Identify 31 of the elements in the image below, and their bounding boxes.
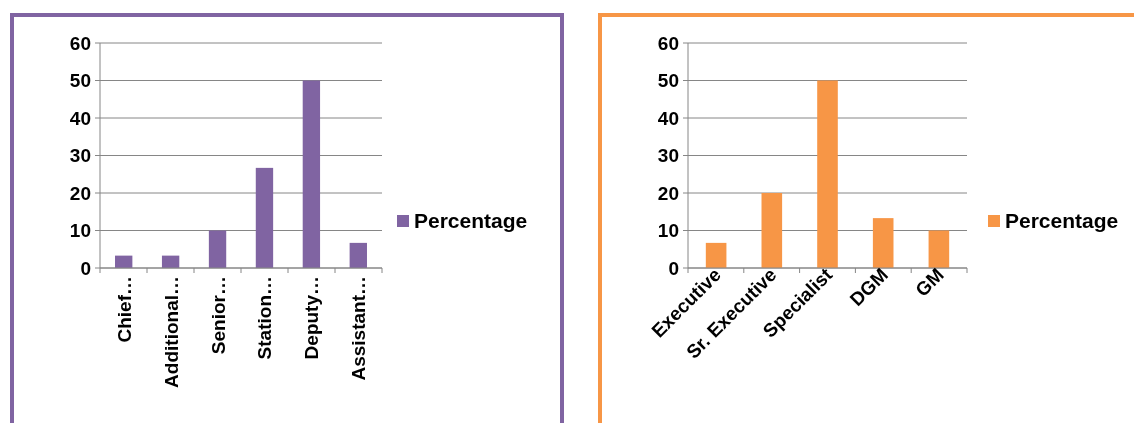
y-tick-label: 50 [657,70,679,92]
y-tick-label: 30 [657,145,679,167]
y-tick-label: 10 [69,220,91,242]
x-tick-label: GM [911,263,948,301]
y-tick-label: 20 [657,182,679,204]
bar [761,193,783,268]
y-tick-label: 60 [657,32,679,54]
x-tick-label: Additional… [160,276,182,388]
y-tick-label: 60 [69,32,91,54]
bar [705,242,727,268]
bar [872,218,894,268]
x-tick-label: Senior… [207,276,229,355]
y-tick-label: 50 [69,70,91,92]
bar [255,167,274,268]
x-tick-label: Assistant… [348,276,370,381]
legend-label: Percentage [1005,209,1119,233]
x-tick-label: Station… [254,276,276,360]
y-tick-label: 0 [80,257,91,279]
bar [817,80,838,268]
bar [302,80,321,268]
bar [928,230,950,268]
x-tick-label: Deputy… [301,276,323,360]
y-tick-label: 40 [69,107,91,129]
legend-label: Percentage [414,209,528,233]
bar [349,242,367,268]
y-tick-label: 20 [69,182,91,204]
y-tick-label: 10 [657,220,679,242]
x-tick-label: Chief… [113,276,135,343]
bar [208,230,227,268]
y-tick-label: 40 [657,107,679,129]
y-tick-label: 30 [69,145,91,167]
